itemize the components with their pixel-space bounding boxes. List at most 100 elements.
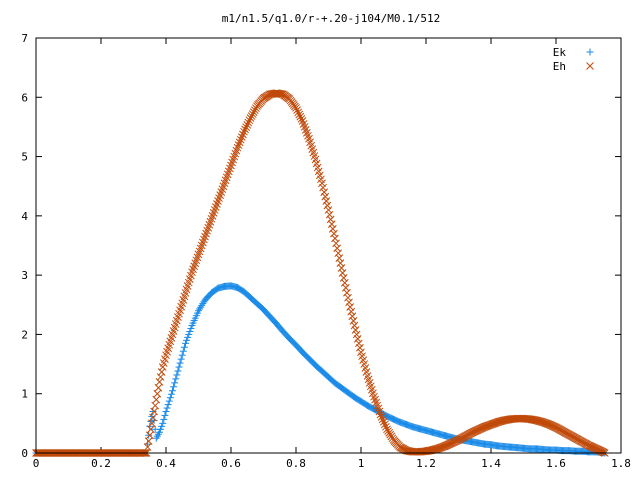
data-point-eh bbox=[326, 215, 335, 224]
y-tick-label: 5 bbox=[21, 151, 28, 164]
data-point-eh bbox=[340, 278, 349, 287]
y-tick-label: 7 bbox=[21, 32, 28, 45]
data-point-eh bbox=[150, 407, 158, 416]
data-point-ek bbox=[177, 355, 185, 363]
x-tick-label: 1.8 bbox=[611, 457, 631, 470]
series-eh bbox=[32, 89, 609, 457]
data-point-eh bbox=[346, 303, 355, 311]
x-tick-label: 0 bbox=[33, 457, 40, 470]
data-point-eh bbox=[351, 326, 360, 334]
x-tick-label: 1.2 bbox=[416, 457, 436, 470]
data-point-eh bbox=[347, 307, 356, 316]
series-ek bbox=[32, 282, 609, 457]
data-point-ek bbox=[178, 351, 186, 359]
data-point-eh bbox=[294, 108, 303, 117]
data-point-ek bbox=[164, 401, 172, 409]
data-point-ek bbox=[163, 404, 171, 412]
data-point-eh bbox=[249, 108, 258, 116]
data-point-ek bbox=[174, 367, 182, 375]
plot-frame bbox=[35, 37, 622, 454]
data-point-ek bbox=[171, 379, 179, 387]
data-point-eh bbox=[293, 106, 301, 114]
x-tick-label: 0.4 bbox=[156, 457, 176, 470]
data-point-eh bbox=[336, 259, 345, 267]
legend-marker-eh bbox=[586, 62, 594, 70]
data-point-ek bbox=[149, 408, 157, 415]
data-point-eh bbox=[240, 127, 248, 136]
data-point-ek bbox=[158, 422, 166, 430]
data-point-ek bbox=[198, 301, 206, 309]
data-point-eh bbox=[146, 425, 155, 434]
y-tick-label: 3 bbox=[21, 269, 28, 282]
chart-title: m1/n1.5/q1.0/r-+.20-j104/M0.1/512 bbox=[222, 12, 441, 25]
data-point-ek bbox=[186, 327, 194, 335]
data-point-eh bbox=[382, 422, 390, 431]
data-point-eh bbox=[297, 114, 306, 123]
data-point-ek bbox=[169, 387, 176, 395]
data-point-eh bbox=[350, 321, 359, 330]
tick-layer: 0 0.2 0.4 0.6 0.8 1 1.2 1.4 1.6 1.8 0 1 2 3 4 5 6 7 bbox=[21, 32, 631, 470]
data-point-ek bbox=[172, 375, 180, 383]
data-point-eh bbox=[244, 118, 253, 127]
data-point-eh bbox=[331, 234, 339, 243]
data-point-eh bbox=[339, 274, 348, 282]
x-tick-label: 0.2 bbox=[91, 457, 111, 470]
data-point-eh bbox=[155, 378, 164, 386]
data-point-eh bbox=[376, 410, 385, 419]
data-point-eh bbox=[335, 254, 344, 263]
data-point-eh bbox=[332, 239, 340, 248]
data-point-eh bbox=[157, 368, 166, 376]
data-point-eh bbox=[333, 244, 342, 253]
data-point-ek bbox=[173, 371, 181, 379]
data-point-ek bbox=[165, 397, 173, 405]
data-point-eh bbox=[325, 210, 334, 219]
data-point-eh bbox=[149, 413, 157, 422]
data-point-eh bbox=[234, 141, 243, 149]
data-point-eh bbox=[341, 283, 350, 292]
data-point-eh bbox=[245, 116, 254, 125]
data-point-ek bbox=[160, 415, 168, 423]
data-point-eh bbox=[235, 138, 244, 147]
data-point-eh bbox=[327, 220, 336, 229]
data-point-eh bbox=[343, 288, 351, 297]
data-point-ek bbox=[162, 408, 170, 415]
data-point-eh bbox=[352, 330, 361, 339]
data-point-ek bbox=[166, 394, 174, 402]
data-point-eh bbox=[378, 415, 387, 424]
data-point-eh bbox=[153, 389, 162, 398]
data-point-eh bbox=[354, 339, 363, 348]
data-point-eh bbox=[377, 413, 386, 421]
x-tick-label: 1.4 bbox=[481, 457, 501, 470]
data-point-eh bbox=[319, 183, 327, 192]
legend-label-ek: Ek bbox=[553, 46, 567, 59]
data-point-eh bbox=[320, 188, 329, 196]
legend-marker-ek bbox=[586, 48, 594, 56]
data-point-ek bbox=[187, 325, 195, 332]
data-point-ek bbox=[159, 419, 167, 427]
data-point-eh bbox=[237, 133, 246, 141]
data-point-ek bbox=[176, 359, 184, 367]
data-point-eh bbox=[338, 269, 347, 277]
data-point-eh bbox=[236, 135, 245, 144]
data-point-eh bbox=[296, 112, 305, 121]
data-point-eh bbox=[148, 419, 156, 428]
data-point-eh bbox=[330, 229, 338, 238]
data-point-ek bbox=[195, 307, 202, 315]
data-point-eh bbox=[323, 201, 332, 210]
y-tick-label: 1 bbox=[21, 388, 28, 401]
x-tick-label: 0.6 bbox=[221, 457, 241, 470]
data-point-eh bbox=[145, 431, 154, 440]
data-point-eh bbox=[348, 312, 357, 321]
data-point-eh bbox=[292, 104, 300, 112]
data-point-eh bbox=[344, 293, 352, 302]
data-point-eh bbox=[243, 121, 252, 129]
data-point-ek bbox=[185, 330, 193, 338]
data-point-ek bbox=[182, 339, 189, 347]
data-point-eh bbox=[328, 225, 337, 233]
data-point-ek bbox=[167, 390, 175, 398]
data-point-eh bbox=[252, 104, 260, 113]
data-point-eh bbox=[324, 206, 333, 214]
